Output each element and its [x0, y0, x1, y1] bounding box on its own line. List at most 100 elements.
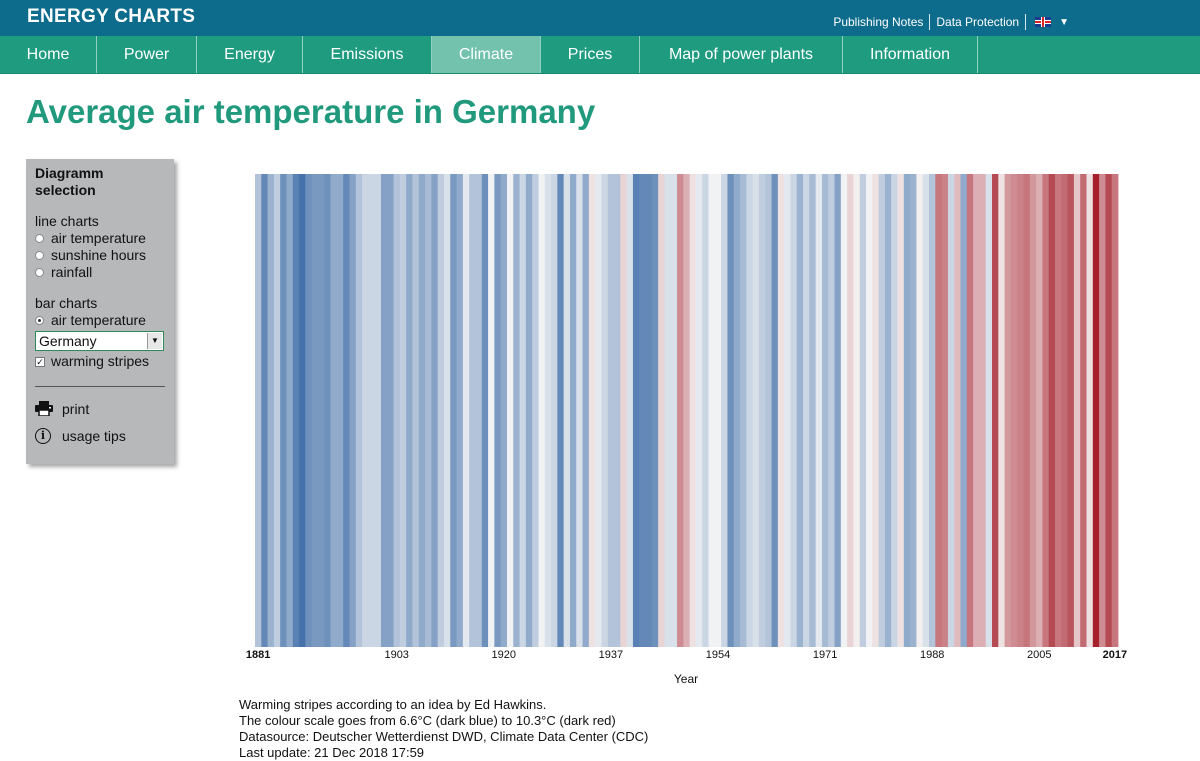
- data-protection-link[interactable]: Data Protection: [936, 15, 1020, 29]
- bar-charts-heading: bar charts: [35, 295, 98, 311]
- publishing-notes-link[interactable]: Publishing Notes: [833, 15, 924, 29]
- stripe-1939: [620, 174, 628, 647]
- stripe-1953: [708, 174, 716, 647]
- stripe-1958: [740, 174, 747, 647]
- stripe-1908: [425, 174, 432, 647]
- stripe-1979: [872, 174, 880, 647]
- stripe-1950: [689, 174, 697, 647]
- top-bar: ENERGY CHARTS Publishing Notes Data Prot…: [0, 0, 1200, 36]
- note-attribution: Warming stripes according to an idea by …: [239, 697, 547, 712]
- stripe-1981: [884, 174, 892, 647]
- usage-tips-label: usage tips: [62, 427, 126, 444]
- info-icon-wrap: i: [35, 427, 54, 444]
- stripe-1897: [355, 174, 363, 647]
- nav-prices[interactable]: Prices: [541, 36, 640, 73]
- x-tick-label: 2005: [1027, 649, 1051, 661]
- stripe-1959: [746, 174, 754, 647]
- stripe-2008: [1055, 174, 1062, 647]
- x-axis-label: Year: [674, 672, 698, 686]
- stripe-1930: [563, 174, 571, 647]
- stripe-1886: [286, 174, 294, 647]
- top-links: Publishing Notes Data Protection ▼: [827, 14, 1069, 30]
- stripe-1960: [752, 174, 760, 647]
- stripe-1968: [803, 174, 810, 647]
- language-selector[interactable]: ▼: [1026, 17, 1069, 28]
- nav-climate[interactable]: Climate: [432, 36, 541, 73]
- stripe-1942: [639, 174, 646, 647]
- brand-logo[interactable]: ENERGY CHARTS: [27, 6, 196, 27]
- stripe-1934: [588, 174, 596, 647]
- stripe-1895: [343, 174, 350, 647]
- stripe-1900: [374, 174, 382, 647]
- stripe-1909: [431, 174, 439, 647]
- stripe-1994: [966, 174, 974, 647]
- stripe-1887: [292, 174, 300, 647]
- nav-energy[interactable]: Energy: [197, 36, 303, 73]
- stripe-2006: [1042, 174, 1050, 647]
- stripe-2000: [1004, 174, 1012, 647]
- note-colour-scale: The colour scale goes from 6.6°C (dark b…: [239, 713, 616, 728]
- checkbox-label: warming stripes: [51, 353, 150, 369]
- stripe-1989: [935, 174, 943, 647]
- stripe-1928: [551, 174, 558, 647]
- radio-line-rainfall[interactable]: rainfall: [35, 264, 165, 281]
- nav-power[interactable]: Power: [97, 36, 197, 73]
- stripe-1912: [450, 174, 457, 647]
- nav-map-of-power-plants[interactable]: Map of power plants: [640, 36, 843, 73]
- nav-emissions[interactable]: Emissions: [303, 36, 432, 73]
- stripe-1956: [727, 174, 735, 647]
- stripe-2015: [1099, 174, 1106, 647]
- print-button[interactable]: print: [35, 395, 165, 422]
- stripes-group: [255, 174, 1119, 647]
- stripe-1894: [336, 174, 344, 647]
- stripe-1893: [330, 174, 338, 647]
- stripe-1983: [897, 174, 905, 647]
- checkbox-checked-icon: ✓: [35, 356, 45, 367]
- line-charts-heading: line charts: [35, 213, 99, 229]
- stripe-2017: [1111, 174, 1119, 647]
- radio-icon: [35, 268, 44, 277]
- nav-home[interactable]: Home: [0, 36, 97, 73]
- x-tick-label: 1937: [599, 649, 623, 661]
- stripe-1926: [538, 174, 546, 647]
- stripe-1925: [532, 174, 539, 647]
- x-tick-label: 1971: [813, 649, 837, 661]
- stripe-1884: [273, 174, 281, 647]
- stripe-1980: [878, 174, 886, 647]
- stripe-1976: [853, 174, 861, 647]
- usage-tips-button[interactable]: i usage tips: [35, 422, 165, 449]
- stripe-1955: [721, 174, 728, 647]
- uk-flag-icon: [1035, 17, 1052, 27]
- stripe-1902: [387, 174, 394, 647]
- stripe-1937: [607, 174, 615, 647]
- nav-information[interactable]: Information: [843, 36, 978, 73]
- info-icon: i: [35, 427, 51, 444]
- stripe-2009: [1061, 174, 1069, 647]
- stripe-1941: [632, 174, 640, 647]
- warming-stripes-checkbox[interactable]: ✓ warming stripes: [35, 353, 165, 370]
- stripe-1961: [758, 174, 766, 647]
- stripe-2011: [1073, 174, 1081, 647]
- stripe-1977: [859, 174, 867, 647]
- panel-heading: Diagramm selection: [35, 165, 104, 198]
- stripe-1987: [922, 174, 930, 647]
- radio-line-air-temperature[interactable]: air temperature: [35, 230, 165, 247]
- stripe-1891: [317, 174, 325, 647]
- stripe-1984: [903, 174, 911, 647]
- stripe-1993: [960, 174, 968, 647]
- stripe-1889: [305, 174, 313, 647]
- radio-bar-air-temperature[interactable]: air temperature: [35, 312, 165, 329]
- stripe-1963: [771, 174, 779, 647]
- stripe-1969: [809, 174, 817, 647]
- radio-line-sunshine-hours[interactable]: sunshine hours: [35, 247, 165, 264]
- dropdown-arrow-icon[interactable]: ▼: [147, 333, 162, 349]
- stripe-1904: [399, 174, 407, 647]
- stripe-1896: [349, 174, 357, 647]
- region-select[interactable]: Germany ▼: [35, 331, 164, 351]
- stripe-1883: [267, 174, 275, 647]
- stripe-1952: [702, 174, 709, 647]
- stripe-1921: [506, 174, 514, 647]
- x-tick-label: 1954: [706, 649, 730, 661]
- stripe-1966: [790, 174, 798, 647]
- stripe-2014: [1092, 174, 1100, 647]
